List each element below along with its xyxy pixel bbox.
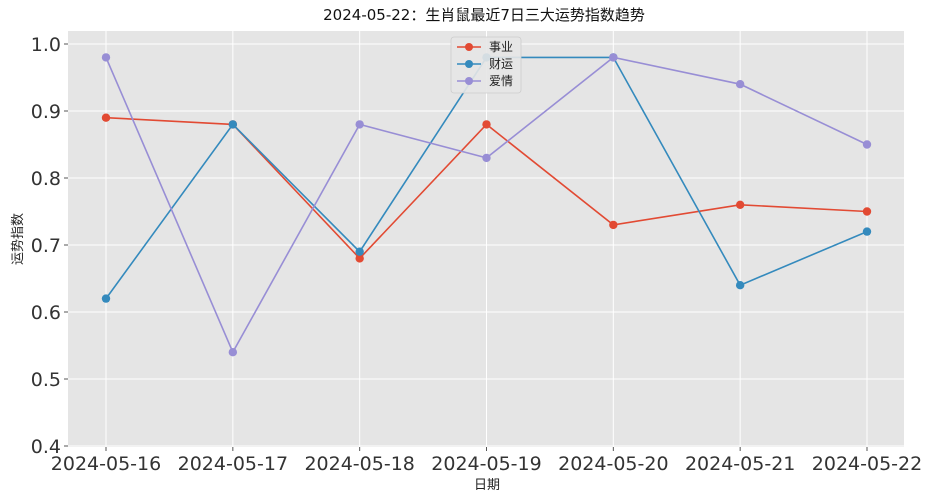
data-point	[101, 294, 111, 303]
y-tick-label: 0.4	[31, 436, 61, 458]
data-point	[735, 281, 745, 290]
data-point	[735, 200, 745, 209]
y-tick-label: 0.7	[31, 235, 61, 257]
data-point	[355, 254, 364, 263]
x-tick-label: 2024-05-19	[431, 453, 541, 475]
data-point	[228, 120, 238, 129]
legend-marker	[465, 60, 473, 68]
data-point	[862, 140, 872, 149]
data-point	[355, 247, 364, 256]
grid	[68, 31, 904, 447]
y-tick-label: 0.8	[31, 168, 61, 190]
data-point	[482, 153, 491, 163]
x-tick-label: 2024-05-16	[51, 453, 161, 475]
x-tick-label: 2024-05-21	[685, 453, 795, 475]
y-axis-label: 运势指数	[10, 213, 26, 265]
x-tick-label: 2024-05-20	[558, 453, 668, 475]
data-point	[228, 348, 238, 357]
x-tick-label: 2024-05-22	[812, 453, 922, 475]
chart-title: 2024-05-22：生肖鼠最近7日三大运势指数趋势	[323, 6, 645, 24]
data-point	[101, 113, 111, 122]
axes: 0.4 0.5 0.6 0.7 0.8 0.9 1.0 2024-05-16 2024-05-1…	[31, 34, 922, 475]
x-tick-label: 2024-05-17	[178, 453, 288, 475]
data-point	[609, 220, 618, 230]
x-tick-label: 2024-05-18	[304, 453, 414, 475]
data-point	[609, 53, 618, 62]
y-tick-label: 0.9	[31, 101, 61, 123]
data-point	[862, 207, 872, 216]
data-point	[355, 120, 364, 129]
legend-marker	[465, 43, 473, 51]
y-tick-label: 1.0	[31, 34, 61, 56]
y-tick-label: 0.6	[31, 302, 61, 324]
data-point	[862, 227, 872, 236]
data-point	[482, 120, 491, 129]
legend-label: 爱情	[489, 74, 513, 88]
series-3	[101, 53, 872, 357]
data-point	[101, 53, 111, 62]
x-axis-label: 日期	[474, 478, 500, 493]
legend-label: 事业	[489, 40, 513, 54]
legend-label: 财运	[489, 57, 513, 71]
y-tick-label: 0.5	[31, 369, 61, 391]
data-point	[735, 80, 745, 89]
legend-marker	[465, 77, 473, 85]
